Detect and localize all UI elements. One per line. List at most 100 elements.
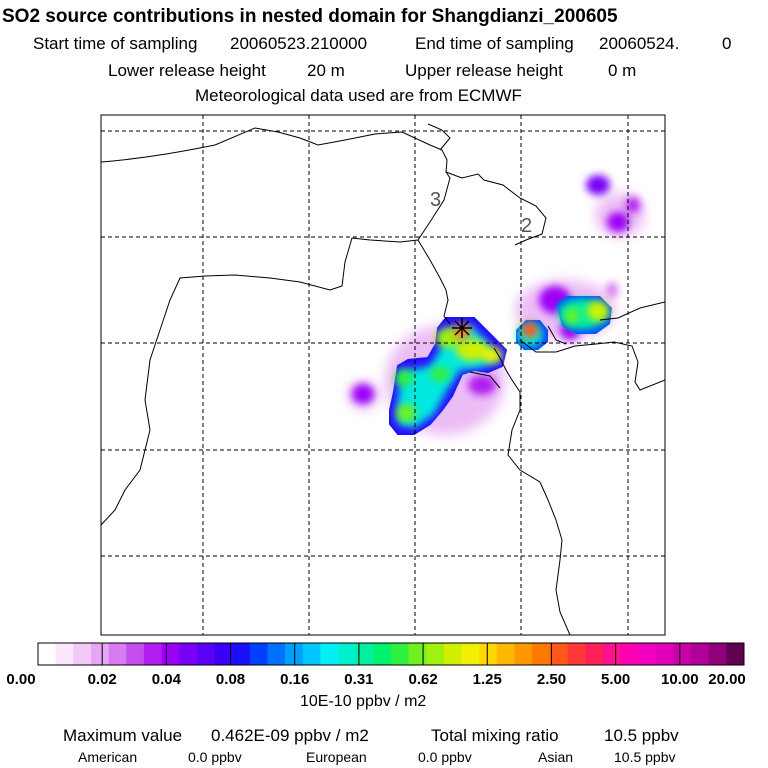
colorbar-swatch [549,643,568,665]
colorbar-swatch [426,643,445,665]
colorbar [37,642,745,666]
receptor-marker-icon [452,318,472,338]
colorbar-tick-label: 0.04 [151,671,181,688]
colorbar-tick-label: 2.50 [536,671,567,688]
end-time-label: End time of sampling [415,34,574,53]
max-value-label: Maximum value [63,726,183,745]
colorbar-swatch [320,643,339,665]
coast-line [469,371,501,389]
plume-patch [352,384,374,404]
colorbar-swatch [143,643,162,665]
grid-label-3: 3 [430,189,441,211]
region-european-value: 0.0 ppbv [418,749,472,765]
colorbar-tick-label: 5.00 [601,671,631,688]
end-time-value: 20060524. [599,34,680,53]
start-time-value: 20060523.210000 [230,34,368,53]
plume-patch [482,347,502,363]
upper-height-label: Upper release height [405,61,563,80]
grid-label-2: 2 [521,215,532,237]
region-american-value: 0.0 ppbv [188,749,242,765]
plume-patch [468,375,496,395]
colorbar-swatch [602,643,621,665]
colorbar-swatch [620,643,639,665]
lat-lon-grid [101,115,665,635]
colorbar-units: 10E-10 ppbv / m2 [300,693,427,710]
colorbar-swatch [55,643,74,665]
colorbar-swatch [179,643,198,665]
border-line [599,301,665,321]
colorbar-swatch [73,643,92,665]
colorbar-swatch [232,643,251,665]
lower-height-label: Lower release height [108,61,266,80]
coast-line [417,239,451,325]
colorbar-swatch [38,643,56,665]
total-mixing-label: Total mixing ratio [431,726,559,745]
colorbar-tick-label: 0.16 [280,671,310,688]
coast-line [547,325,567,345]
colorbar-swatch [638,643,657,665]
plume-patch [430,366,450,382]
colorbar-tick-label: 20.00 [708,671,746,688]
max-value: 0.462E-09 ppbv / m2 [211,726,369,745]
colorbar-swatch [532,643,551,665]
coast-line [493,347,571,635]
border-line [445,171,547,246]
region-american-label: American [78,749,138,765]
colorbar-swatch [585,643,604,665]
colorbar-swatch [673,643,692,665]
colorbar-swatch [338,643,356,665]
plume-patch [395,369,413,387]
start-time-label: Start time of sampling [33,34,198,53]
end-time-suffix: 0 [722,34,732,53]
colorbar-tick-label: 1.25 [472,671,502,688]
colorbar-swatch [479,643,498,665]
colorbar-swatch [267,643,286,665]
colorbar-swatch [514,643,533,665]
colorbar-tick-label: 0.08 [215,671,246,688]
colorbar-tick-label: 0.31 [344,671,374,688]
colorbar-swatch [161,643,180,665]
border-line [101,127,451,526]
colorbar-swatch [655,643,674,665]
colorbar-swatch [249,643,268,665]
plume-field [347,175,645,435]
plume-patch [586,175,610,195]
plume-patch [626,197,640,213]
colorbar-swatch [408,643,427,665]
colorbar-swatch [461,643,480,665]
upper-height-value: 0 m [608,61,637,80]
map-title: SO2 source contributions in nested domai… [2,6,618,27]
colorbar-swatch [302,643,321,665]
lower-height-value: 20 m [307,61,345,80]
colorbar-swatch [708,643,727,665]
colorbar-tick-label: 10.00 [661,671,699,688]
colorbar-swatch [90,643,109,665]
region-european-label: European [306,749,367,765]
plume-core [522,322,538,338]
colorbar-tick-label: 0.02 [87,671,117,688]
coastlines [101,123,665,635]
colorbar-swatch [214,643,233,665]
plume-patch [607,212,629,232]
colorbar-swatch [373,643,392,665]
coast-line [519,339,665,391]
map-frame [100,114,666,636]
colorbar-swatch [126,643,145,665]
colorbar-swatch [691,643,709,665]
plume-patch [456,339,488,361]
plume-patch [565,308,579,324]
border-line [427,123,451,151]
total-mixing-value: 10.5 ppbv [604,726,679,745]
colorbar-tick-label: 0.00 [6,671,36,688]
colorbar-swatch [108,643,127,665]
colorbar-swatch [496,643,515,665]
met-data-text: Meteorological data used are from ECMWF [195,86,522,105]
region-asian-label: Asian [538,749,574,765]
colorbar-tick-label: 0.62 [408,671,438,688]
plume-patch [587,301,609,321]
plume-patch [606,282,618,298]
colorbar-swatch [567,643,586,665]
colorbar-swatch [391,643,409,665]
colorbar-outline [37,642,745,666]
